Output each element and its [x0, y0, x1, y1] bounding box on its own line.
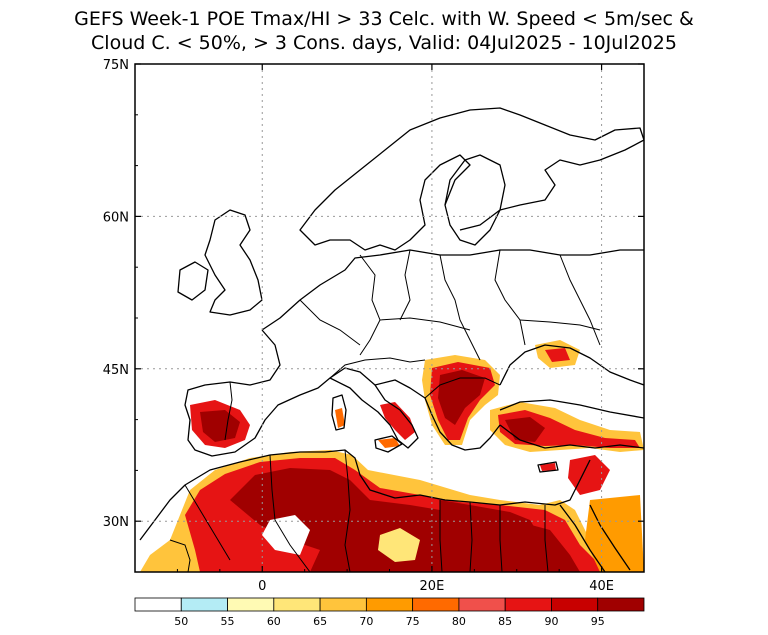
- lon-tick-label: 20E: [420, 579, 445, 594]
- coast-europe-mainland: [261, 249, 644, 331]
- colorbar-swatch: [458, 597, 506, 612]
- shade-arabia: [585, 495, 644, 572]
- colorbar: 50 55 60 65 70 75 80 85 90 95: [134, 597, 645, 628]
- colorbar-swatch: [319, 597, 367, 612]
- gridlines: [135, 64, 644, 572]
- shade-cyprus: [540, 463, 556, 471]
- shade-balkans-darkred: [438, 370, 485, 425]
- coast-france-iberia: [184, 329, 331, 457]
- colorbar-swatch: [412, 597, 460, 612]
- colorbar-label: 55: [221, 615, 235, 628]
- colorbar-swatch: [273, 597, 321, 612]
- shade-sicily: [378, 438, 400, 448]
- colorbar-label: 50: [174, 615, 188, 628]
- lat-tick-label: 60N: [103, 210, 129, 225]
- shade-sardinia: [335, 408, 345, 428]
- colorbar-swatch: [180, 597, 228, 612]
- colorbar-label: 60: [267, 615, 281, 628]
- colorbar-label: 85: [498, 615, 512, 628]
- longitude-axis: 0 20E 40E: [176, 64, 645, 594]
- coast-finland: [444, 154, 506, 231]
- coast-balkans: [374, 379, 501, 451]
- colorbar-swatch: [227, 597, 275, 612]
- coast-sardinia: [331, 394, 347, 431]
- coast-black-sea: [499, 344, 644, 419]
- coastlines: [139, 107, 644, 572]
- shade-crimea-red: [545, 348, 570, 362]
- colorbar-swatch: [551, 597, 599, 612]
- coast-cyprus: [537, 461, 559, 473]
- colorbar-label: 80: [452, 615, 466, 628]
- coast-great-britain: [204, 209, 263, 316]
- colorbar-label: 90: [544, 615, 558, 628]
- colorbar-label: 95: [591, 615, 605, 628]
- colorbar-swatch: [365, 597, 414, 612]
- shade-iberia-darkred: [200, 410, 240, 442]
- coast-ireland: [177, 261, 209, 301]
- shade-algeria-white: [262, 515, 310, 555]
- shade-libya-light: [378, 528, 420, 562]
- colorbar-label: 65: [313, 615, 327, 628]
- shade-italy: [380, 402, 415, 440]
- latitude-axis: 30N 45N 60N 75N: [103, 58, 644, 530]
- colorbar-label: 75: [406, 615, 420, 628]
- colorbar-swatch: [504, 597, 552, 612]
- coast-north-africa: [139, 449, 591, 541]
- lon-tick-label: 0: [258, 579, 266, 594]
- colorbar-swatch: [597, 597, 645, 612]
- lat-tick-label: 30N: [103, 515, 129, 530]
- country-borders: [169, 249, 601, 572]
- coast-turkey-south: [499, 424, 644, 449]
- coast-red-sea: [559, 504, 631, 572]
- shade-egypt-darkred: [438, 500, 545, 572]
- lat-tick-label: 75N: [103, 58, 129, 73]
- coast-italy: [329, 367, 419, 449]
- lat-tick-label: 45N: [103, 363, 129, 378]
- colorbar-swatch: [134, 597, 182, 612]
- colorbar-label: 70: [359, 615, 373, 628]
- shade-levant: [568, 455, 610, 495]
- map-title-line-2: Cloud C. < 50%, > 3 Cons. days, Valid: 0…: [91, 32, 677, 54]
- lon-tick-label: 40E: [589, 579, 614, 594]
- map-title-line-1: GEFS Week-1 POE Tmax/HI > 33 Celc. with …: [74, 8, 694, 30]
- coast-scandinavia: [299, 107, 644, 251]
- coast-sicily: [374, 435, 403, 453]
